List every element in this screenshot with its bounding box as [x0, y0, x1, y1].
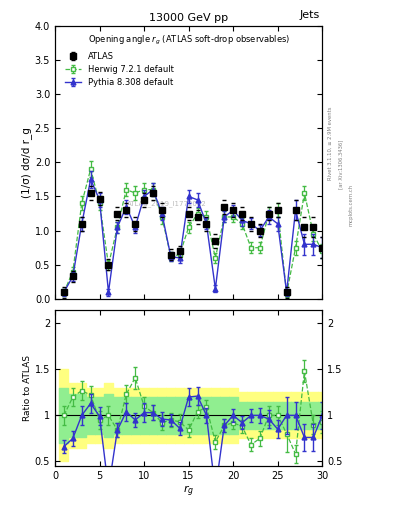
- Title: 13000 GeV pp: 13000 GeV pp: [149, 13, 228, 24]
- Y-axis label: (1/σ) dσ/d r_g: (1/σ) dσ/d r_g: [21, 127, 32, 198]
- X-axis label: $r_g$: $r_g$: [183, 483, 194, 499]
- Legend: ATLAS, Herwig 7.2.1 default, Pythia 8.308 default: ATLAS, Herwig 7.2.1 default, Pythia 8.30…: [64, 52, 174, 87]
- Text: ATLAS_2019_I1772062: ATLAS_2019_I1772062: [127, 200, 207, 207]
- Y-axis label: Ratio to ATLAS: Ratio to ATLAS: [23, 355, 32, 421]
- Text: Rivet 3.1.10, ≥ 2.9M events: Rivet 3.1.10, ≥ 2.9M events: [328, 106, 333, 180]
- Text: Opening angle $r_g$ (ATLAS soft-drop observables): Opening angle $r_g$ (ATLAS soft-drop obs…: [88, 34, 290, 47]
- Text: mcplots.cern.ch: mcplots.cern.ch: [349, 184, 354, 226]
- Text: Jets: Jets: [299, 10, 320, 20]
- Text: [ar Xiv:1306.3436]: [ar Xiv:1306.3436]: [339, 139, 344, 188]
